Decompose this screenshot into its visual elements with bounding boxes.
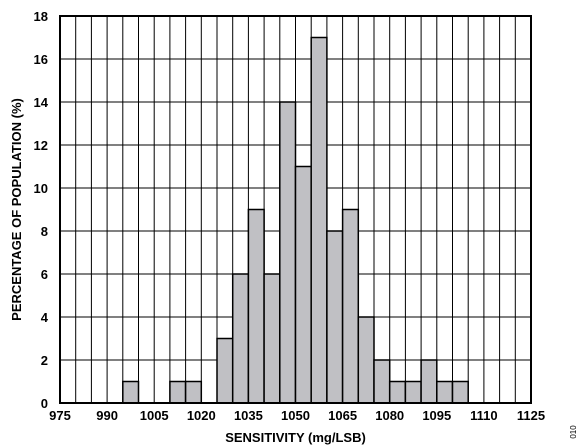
histogram-bar: [404, 380, 422, 404]
x-tick-label: 1020: [187, 408, 216, 423]
y-tick-label: 2: [41, 353, 48, 368]
histogram-bar: [231, 273, 250, 404]
histogram-bar: [451, 380, 469, 404]
y-tick-label: 4: [41, 310, 49, 325]
histogram-bar: [341, 208, 360, 404]
x-tick-label: 1125: [517, 408, 545, 423]
figure-id: 010: [569, 425, 578, 439]
histogram-bar: [310, 36, 328, 404]
x-tick-label: 1035: [234, 408, 263, 423]
histogram-bar: [184, 380, 203, 404]
x-tick-label: 1110: [470, 408, 498, 423]
x-tick-label: 1095: [422, 408, 451, 423]
histogram-bar: [247, 208, 265, 404]
histogram-bar: [388, 380, 407, 404]
y-tick-label: 6: [41, 267, 48, 282]
x-tick-label: 1065: [328, 408, 357, 423]
y-tick-label: 8: [41, 224, 48, 239]
histogram-bar: [279, 101, 297, 404]
y-tick-label: 12: [34, 138, 48, 153]
histogram-bar: [294, 165, 312, 404]
x-tick-label: 975: [49, 408, 71, 423]
y-tick-label: 16: [34, 52, 48, 67]
histogram-bar: [216, 337, 234, 404]
histogram-bar: [326, 230, 344, 404]
x-tick-label: 1005: [140, 408, 169, 423]
histogram-bar: [263, 273, 281, 404]
y-axis-label: PERCENTAGE OF POPULATION (%): [9, 98, 24, 321]
bars: [122, 36, 469, 404]
y-tick-label: 14: [34, 95, 49, 110]
x-tick-label: 1080: [375, 408, 404, 423]
x-tick-label: 990: [96, 408, 118, 423]
histogram-bar: [357, 316, 375, 404]
x-axis-label: SENSITIVITY (mg/LSB): [225, 430, 366, 445]
histogram-bar: [436, 380, 454, 404]
y-tick-labels: 0 2 4 6 8 10 12 16 14 18: [34, 9, 49, 411]
y-tick-label: 18: [34, 9, 48, 24]
y-tick-label: 0: [41, 396, 48, 411]
histogram-bar: [373, 359, 391, 404]
histogram-bar: [122, 380, 140, 404]
y-tick-label: 10: [34, 181, 48, 196]
x-tick-labels: 975 990 1005 1020 1035 1050 1065 1080 1095 1110 11…: [49, 408, 545, 423]
plot-frame: [59, 15, 532, 404]
histogram-bar: [169, 380, 187, 404]
histogram-bar: [420, 359, 438, 404]
x-tick-label: 1050: [281, 408, 310, 423]
